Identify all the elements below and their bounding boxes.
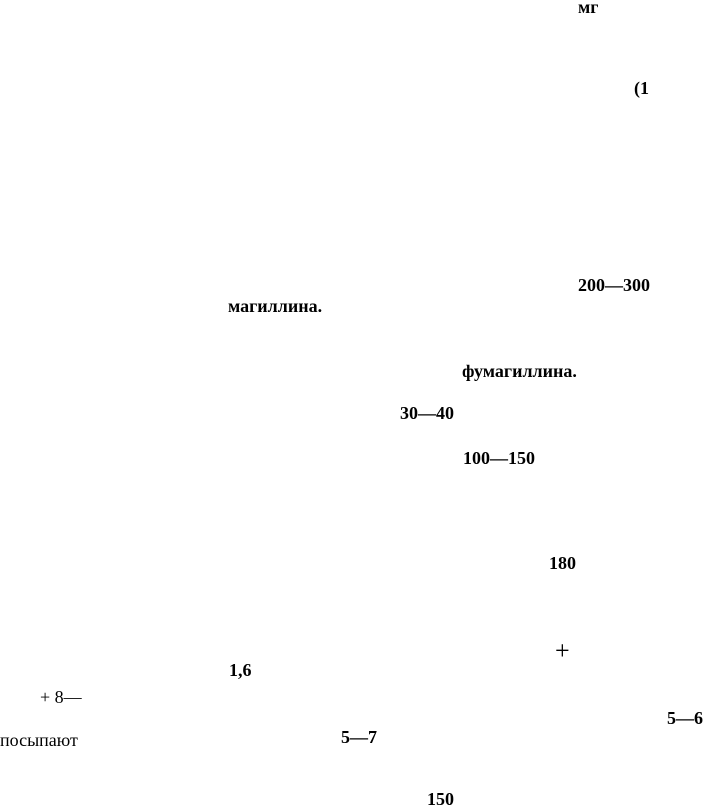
text-fragment: 100—150 — [463, 448, 535, 468]
text-fragment: 5—6 — [667, 708, 703, 728]
text-fragment: + — [555, 636, 570, 665]
text-fragment: 150 — [427, 789, 454, 806]
text-fragment: магиллина. — [228, 296, 323, 316]
text-fragment: (1 — [634, 78, 649, 98]
text-fragment: 1,6 — [229, 660, 252, 680]
text-fragment: фумагиллина. — [462, 361, 577, 381]
text-fragment: 30—40 — [400, 403, 454, 423]
text-fragment: посыпают — [0, 730, 78, 750]
text-fragment: 180 — [549, 553, 576, 573]
text-fragment: + 8— — [40, 687, 82, 707]
text-fragment: 5—7 — [341, 727, 377, 747]
text-fragment: мг — [578, 0, 599, 17]
text-fragment: 200—300 — [578, 275, 650, 295]
